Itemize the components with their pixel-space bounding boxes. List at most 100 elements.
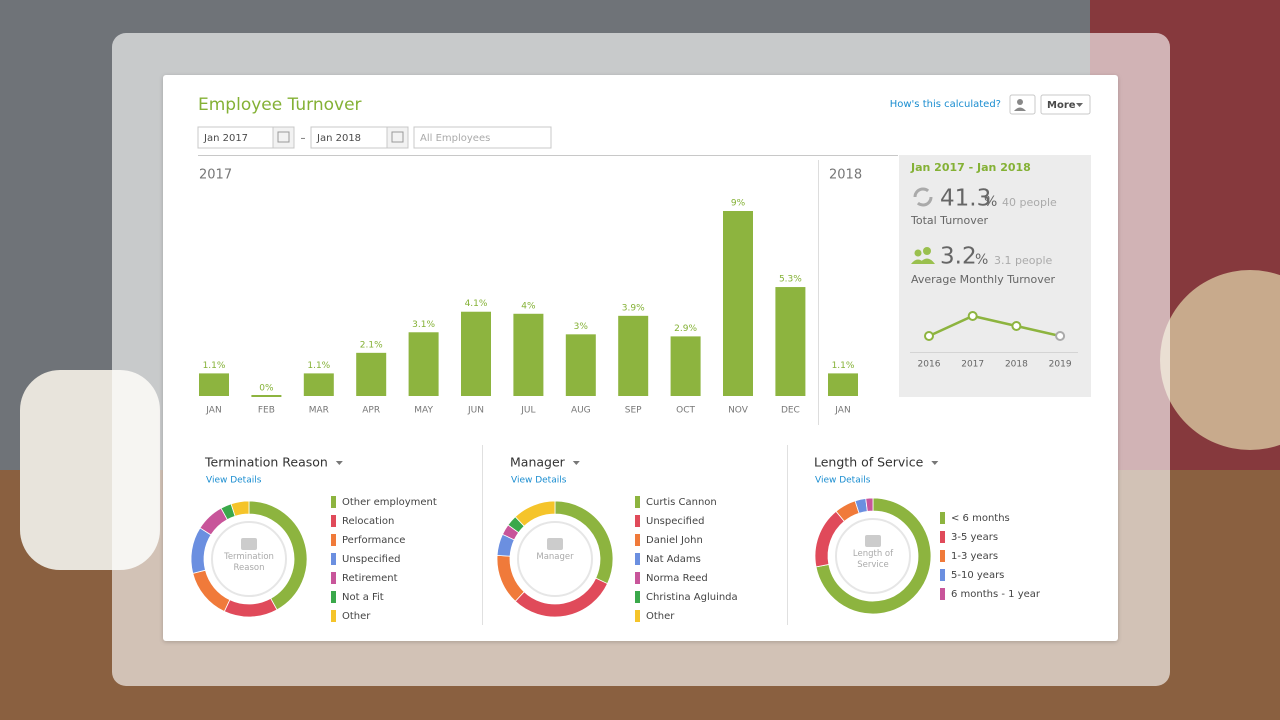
legend-label: Relocation <box>342 516 394 527</box>
history-point <box>1055 331 1066 341</box>
start-date: Jan 2017 <box>203 133 248 144</box>
donut-segment <box>865 497 874 512</box>
x-tick-label: MAY <box>414 406 433 416</box>
legend-swatch <box>331 534 336 546</box>
year-label: 2017 <box>199 168 232 183</box>
total-turnover-caption: Total Turnover <box>910 214 989 227</box>
bar-value-label: 4.1% <box>465 299 488 309</box>
bar <box>303 373 334 396</box>
x-tick-label: JAN <box>205 406 221 416</box>
breakdown-title[interactable]: Manager <box>510 455 566 470</box>
x-tick-label: MAR <box>309 406 329 416</box>
legend-label: Nat Adams <box>646 554 701 565</box>
bar-value-label: 3% <box>574 322 589 332</box>
bar <box>670 336 701 396</box>
donut-center <box>211 521 287 597</box>
legend-swatch <box>331 610 336 622</box>
history-line <box>928 314 1061 338</box>
total-turnover-people: 40 people <box>1002 196 1057 209</box>
turnover-icon <box>913 187 933 207</box>
x-tick-label: AUG <box>571 406 591 416</box>
view-details-link[interactable]: View Details <box>206 476 262 486</box>
summary-panel <box>899 155 1091 397</box>
end-calendar-button[interactable] <box>386 126 409 149</box>
legend-swatch <box>940 531 945 543</box>
legend-swatch <box>940 569 945 581</box>
donut-center-label: Manager <box>536 552 574 562</box>
total-turnover-unit: % <box>984 194 997 210</box>
legend-label: Other employment <box>342 497 437 508</box>
legend-swatch <box>331 496 336 508</box>
bar-value-label: 2.9% <box>674 324 697 334</box>
bar-value-label: 2.1% <box>360 340 383 350</box>
legend-label: 6 months - 1 year <box>951 589 1041 600</box>
add-user-button[interactable] <box>1009 94 1036 115</box>
legend-swatch <box>635 534 640 546</box>
monthly-turnover-unit: % <box>975 252 988 268</box>
year-label: 2018 <box>829 168 862 183</box>
history-year: 2017 <box>961 360 984 370</box>
monthly-turnover-value: 3.2 <box>940 244 977 270</box>
breakdown-caret <box>572 461 580 465</box>
people-icon <box>914 249 922 257</box>
legend-label: Christina Agluinda <box>646 592 738 603</box>
help-link[interactable]: How's this calculated? <box>890 99 1001 110</box>
bar-value-label: 0% <box>259 384 274 394</box>
bar-value-label: 1.1% <box>832 361 855 371</box>
breakdown-title[interactable]: Termination Reason <box>204 455 328 470</box>
legend-label: Daniel John <box>646 535 703 546</box>
bar <box>251 395 282 397</box>
people-icon <box>923 247 931 255</box>
center-icon <box>865 535 881 547</box>
center-label-box: Termination Reason <box>224 552 274 573</box>
legend-swatch <box>635 553 640 565</box>
legend-label: Other <box>646 611 675 622</box>
bar <box>513 313 544 396</box>
summary-range: Jan 2017 - Jan 2018 <box>910 161 1031 174</box>
end-date: Jan 2018 <box>316 133 361 144</box>
history-point <box>967 311 978 321</box>
legend-swatch <box>331 515 336 527</box>
calendar-icon <box>277 131 290 143</box>
x-tick-label: APR <box>362 406 380 416</box>
bar <box>408 332 439 396</box>
more-button[interactable] <box>1040 94 1091 115</box>
monthly-turnover-caption: Average Monthly Turnover <box>911 273 1056 286</box>
add-user-icon-body <box>1014 107 1026 111</box>
bar-value-label: 1.1% <box>307 361 330 371</box>
legend-label: 5-10 years <box>951 570 1004 581</box>
legend-swatch <box>331 591 336 603</box>
x-tick-label: SEP <box>625 406 642 416</box>
bar-value-label: 9% <box>731 199 746 209</box>
history-year: 2019 <box>1049 360 1072 370</box>
breakdown-title[interactable]: Length of Service <box>814 455 924 470</box>
history-point <box>1011 321 1022 331</box>
more-caret <box>1076 103 1083 107</box>
legend-swatch <box>635 572 640 584</box>
bar-value-label: 3.9% <box>622 303 645 313</box>
x-tick-label: DEC <box>781 406 800 416</box>
donut-center <box>835 518 911 594</box>
bar <box>775 287 806 396</box>
legend-label: 1-3 years <box>951 551 998 562</box>
start-calendar-button[interactable] <box>272 126 295 149</box>
history-point <box>924 331 934 341</box>
view-details-link[interactable]: View Details <box>511 476 567 486</box>
legend-label: < 6 months <box>951 513 1010 524</box>
legend-label: Performance <box>342 535 405 546</box>
legend-swatch <box>940 588 945 600</box>
view-details-link[interactable]: View Details <box>815 476 871 486</box>
center-icon <box>241 538 257 550</box>
people-icon-body <box>911 258 935 264</box>
more-label: More <box>1047 100 1076 111</box>
bar <box>618 315 649 396</box>
bar <box>356 352 387 396</box>
x-tick-label: JAN <box>834 406 850 416</box>
breakdown-caret <box>931 461 939 465</box>
legend-label: Unspecified <box>342 554 400 565</box>
employee-filter[interactable] <box>413 126 552 149</box>
history-year: 2016 <box>918 360 941 370</box>
center-label-box: Length of Service <box>853 549 893 570</box>
bar <box>723 211 753 396</box>
